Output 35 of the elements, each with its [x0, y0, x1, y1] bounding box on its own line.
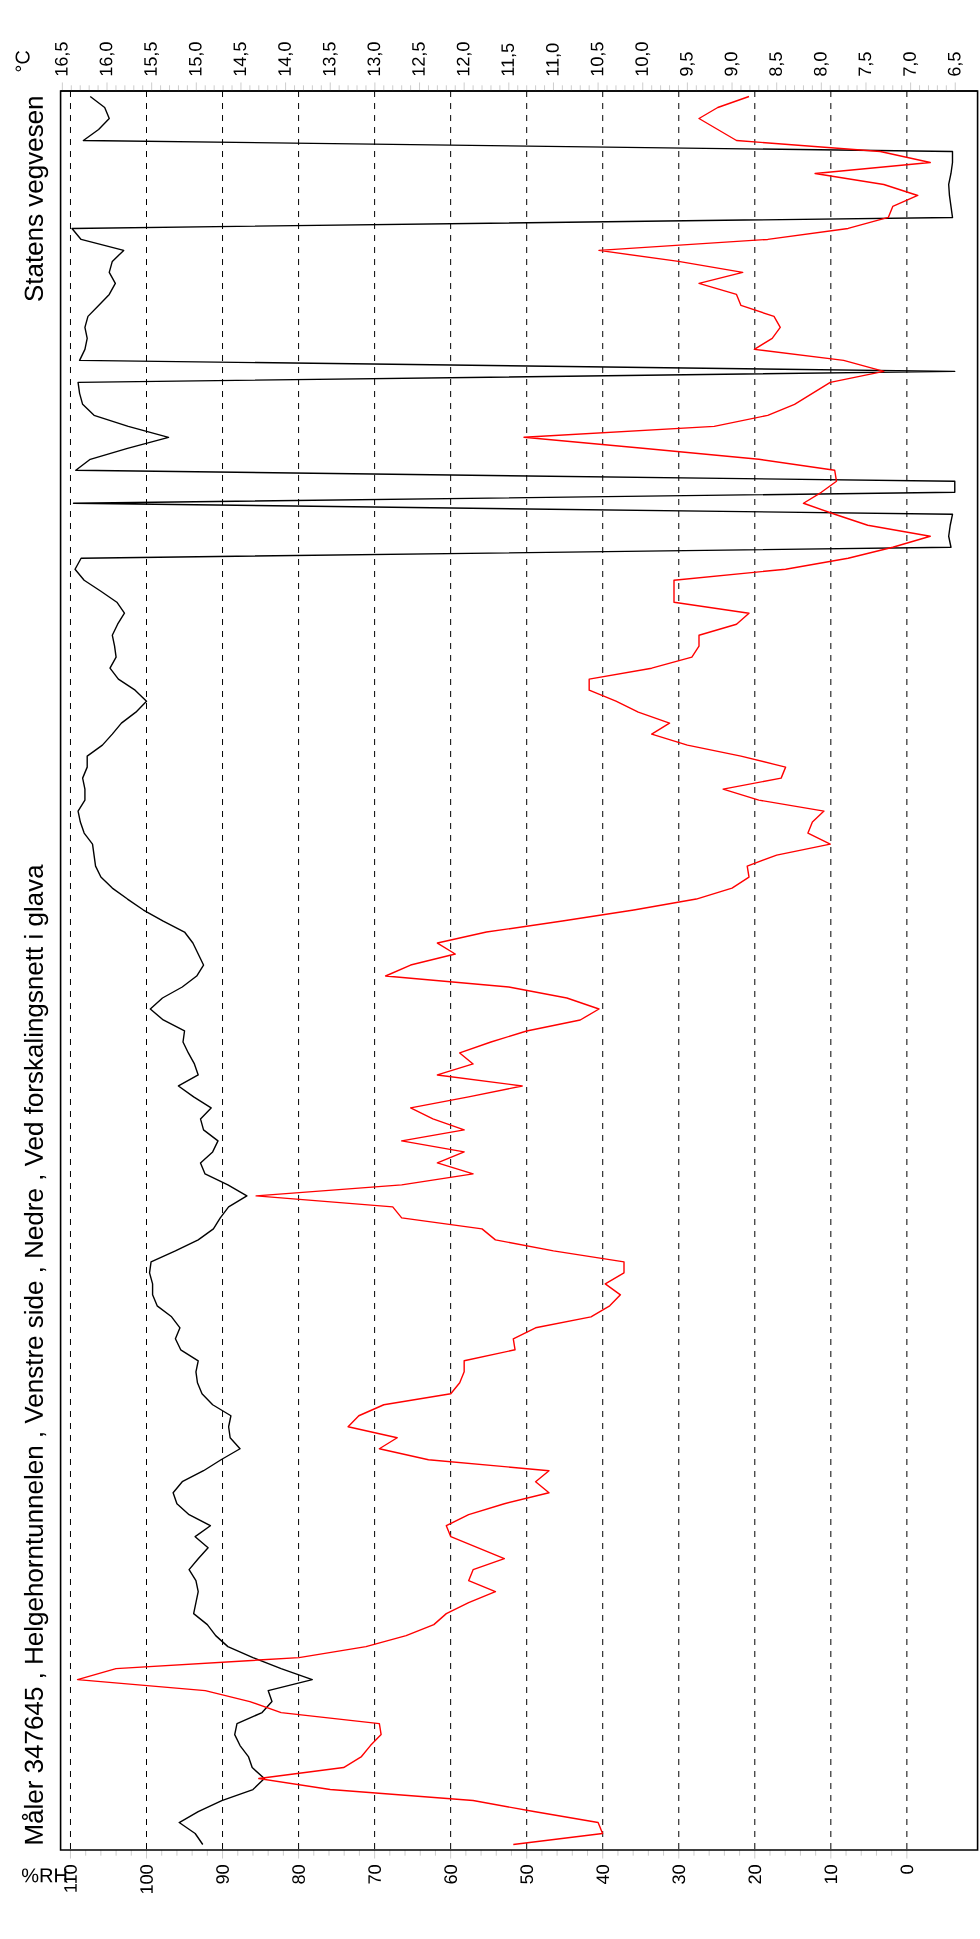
x-tick-label: 10 [824, 1865, 838, 1884]
x2-tick-label: 9,0 [724, 52, 740, 76]
x2-tick-label: 8,0 [813, 52, 829, 76]
x-tick-label: 90 [216, 1865, 229, 1884]
x2-axis-title: °C [15, 50, 30, 72]
x-tick-label: 60 [444, 1865, 458, 1884]
text: Måler 347645 , Helgehorntunnelen , Venstre side , Nedre , Ved forskalingsnett i glava [21, 864, 49, 1844]
x2-tick-label: 11,0 [546, 43, 561, 76]
x2-tick-label: 7,5 [858, 52, 874, 76]
x-tick-label: 50 [520, 1865, 534, 1884]
x-tick-label: 20 [748, 1865, 762, 1884]
x2-tick-label: 14,5 [233, 42, 249, 76]
x2-tick-label: 14,0 [278, 42, 294, 76]
x2-tick-label: 16,0 [99, 42, 115, 76]
x-tick-label: 40 [596, 1865, 610, 1885]
x2-tick-label: 15,5 [144, 42, 159, 76]
x2-tick-label: 12,0 [456, 42, 472, 76]
x2-tick-label: 15,0 [188, 42, 204, 76]
x-tick-label: 30 [672, 1865, 686, 1884]
text: Statens vegvesen [24, 97, 49, 301]
x2-tick-label: 6,5 [947, 52, 963, 76]
x-tick-label: 100 [140, 1865, 153, 1894]
x-tick-label: 80 [292, 1865, 305, 1884]
x2-tick-label: 11,5 [501, 43, 517, 76]
x2-tick-label: 12,5 [412, 42, 427, 76]
x2-tick-label: 7,0 [903, 52, 919, 76]
x2-tick-label: 16,5 [54, 42, 70, 76]
x2-tick-label: 8,5 [769, 52, 785, 76]
x2-tick-label: 13,5 [322, 42, 338, 76]
x-tick-label: 70 [368, 1865, 381, 1884]
x2-tick-label: 10,5 [590, 42, 606, 76]
x2-tick-label: 13,0 [367, 42, 383, 76]
x-tick-label: 0 [900, 1865, 914, 1874]
x2-tick-label: 9,5 [679, 52, 695, 76]
x2-tick-label: 10,0 [635, 42, 651, 76]
